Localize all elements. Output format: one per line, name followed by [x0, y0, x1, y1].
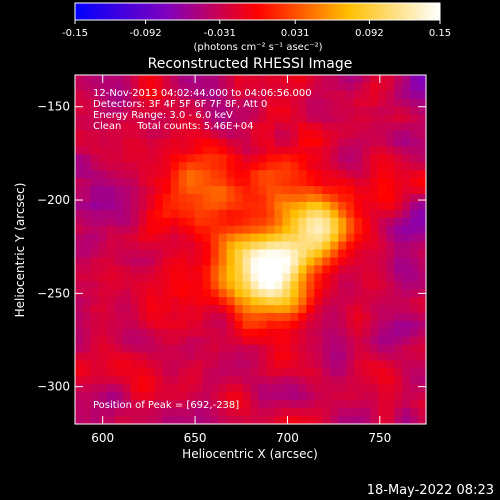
annotation-clean-counts: Clean Total counts: 5.46E+04 [93, 121, 253, 132]
colorbar-tick-label: -0.092 [129, 28, 161, 39]
annotation-detectors: Detectors: 3F 4F 5F 6F 7F 8F, Att 0 [93, 99, 267, 110]
x-tick-label: 650 [184, 431, 207, 445]
colorbar-tick-label: -0.15 [62, 28, 88, 39]
y-tick-label: −150 [37, 100, 70, 114]
colorbar [74, 2, 441, 21]
colorbar-tick-label: -0.031 [204, 28, 236, 39]
colorbar-tick-label: 0.092 [355, 28, 384, 39]
x-tick-label: 750 [368, 431, 391, 445]
annotation-block: 12-Nov-2013 04:02:44.000 to 04:06:56.000… [93, 88, 312, 132]
heatmap [75, 75, 427, 425]
colorbar-ticks: -0.15 -0.092 -0.031 0.031 0.092 0.15 [62, 20, 451, 39]
chart-title: Reconstructed RHESSI Image [148, 56, 353, 72]
y-axis-label: Heliocentric Y (arcsec) [13, 183, 27, 318]
plot-frame [74, 74, 427, 425]
x-tick-label: 700 [276, 431, 299, 445]
annotation-energy-range: Energy Range: 3.0 - 6.0 keV [93, 110, 233, 121]
colorbar-unit-label: (photons cm⁻² s⁻¹ asec⁻²) [193, 42, 322, 53]
colorbar-tick-label: 0.15 [429, 28, 451, 39]
annotation-time-range: 12-Nov-2013 04:02:44.000 to 04:06:56.000 [93, 88, 312, 99]
x-tick-label: 600 [91, 431, 114, 445]
y-tick-label: −250 [37, 286, 70, 300]
peak-position-label: Position of Peak = [692,-238] [93, 400, 239, 411]
y-tick-label: −200 [37, 193, 70, 207]
x-axis-label: Heliocentric X (arcsec) [182, 447, 318, 461]
footer-timestamp: 18-May-2022 08:23 [367, 483, 494, 498]
colorbar-tick-label: 0.031 [281, 28, 310, 39]
axis-ticks: 600 650 700 750 −150 −200 −250 −300 [37, 75, 426, 445]
y-tick-label: −300 [37, 380, 70, 394]
